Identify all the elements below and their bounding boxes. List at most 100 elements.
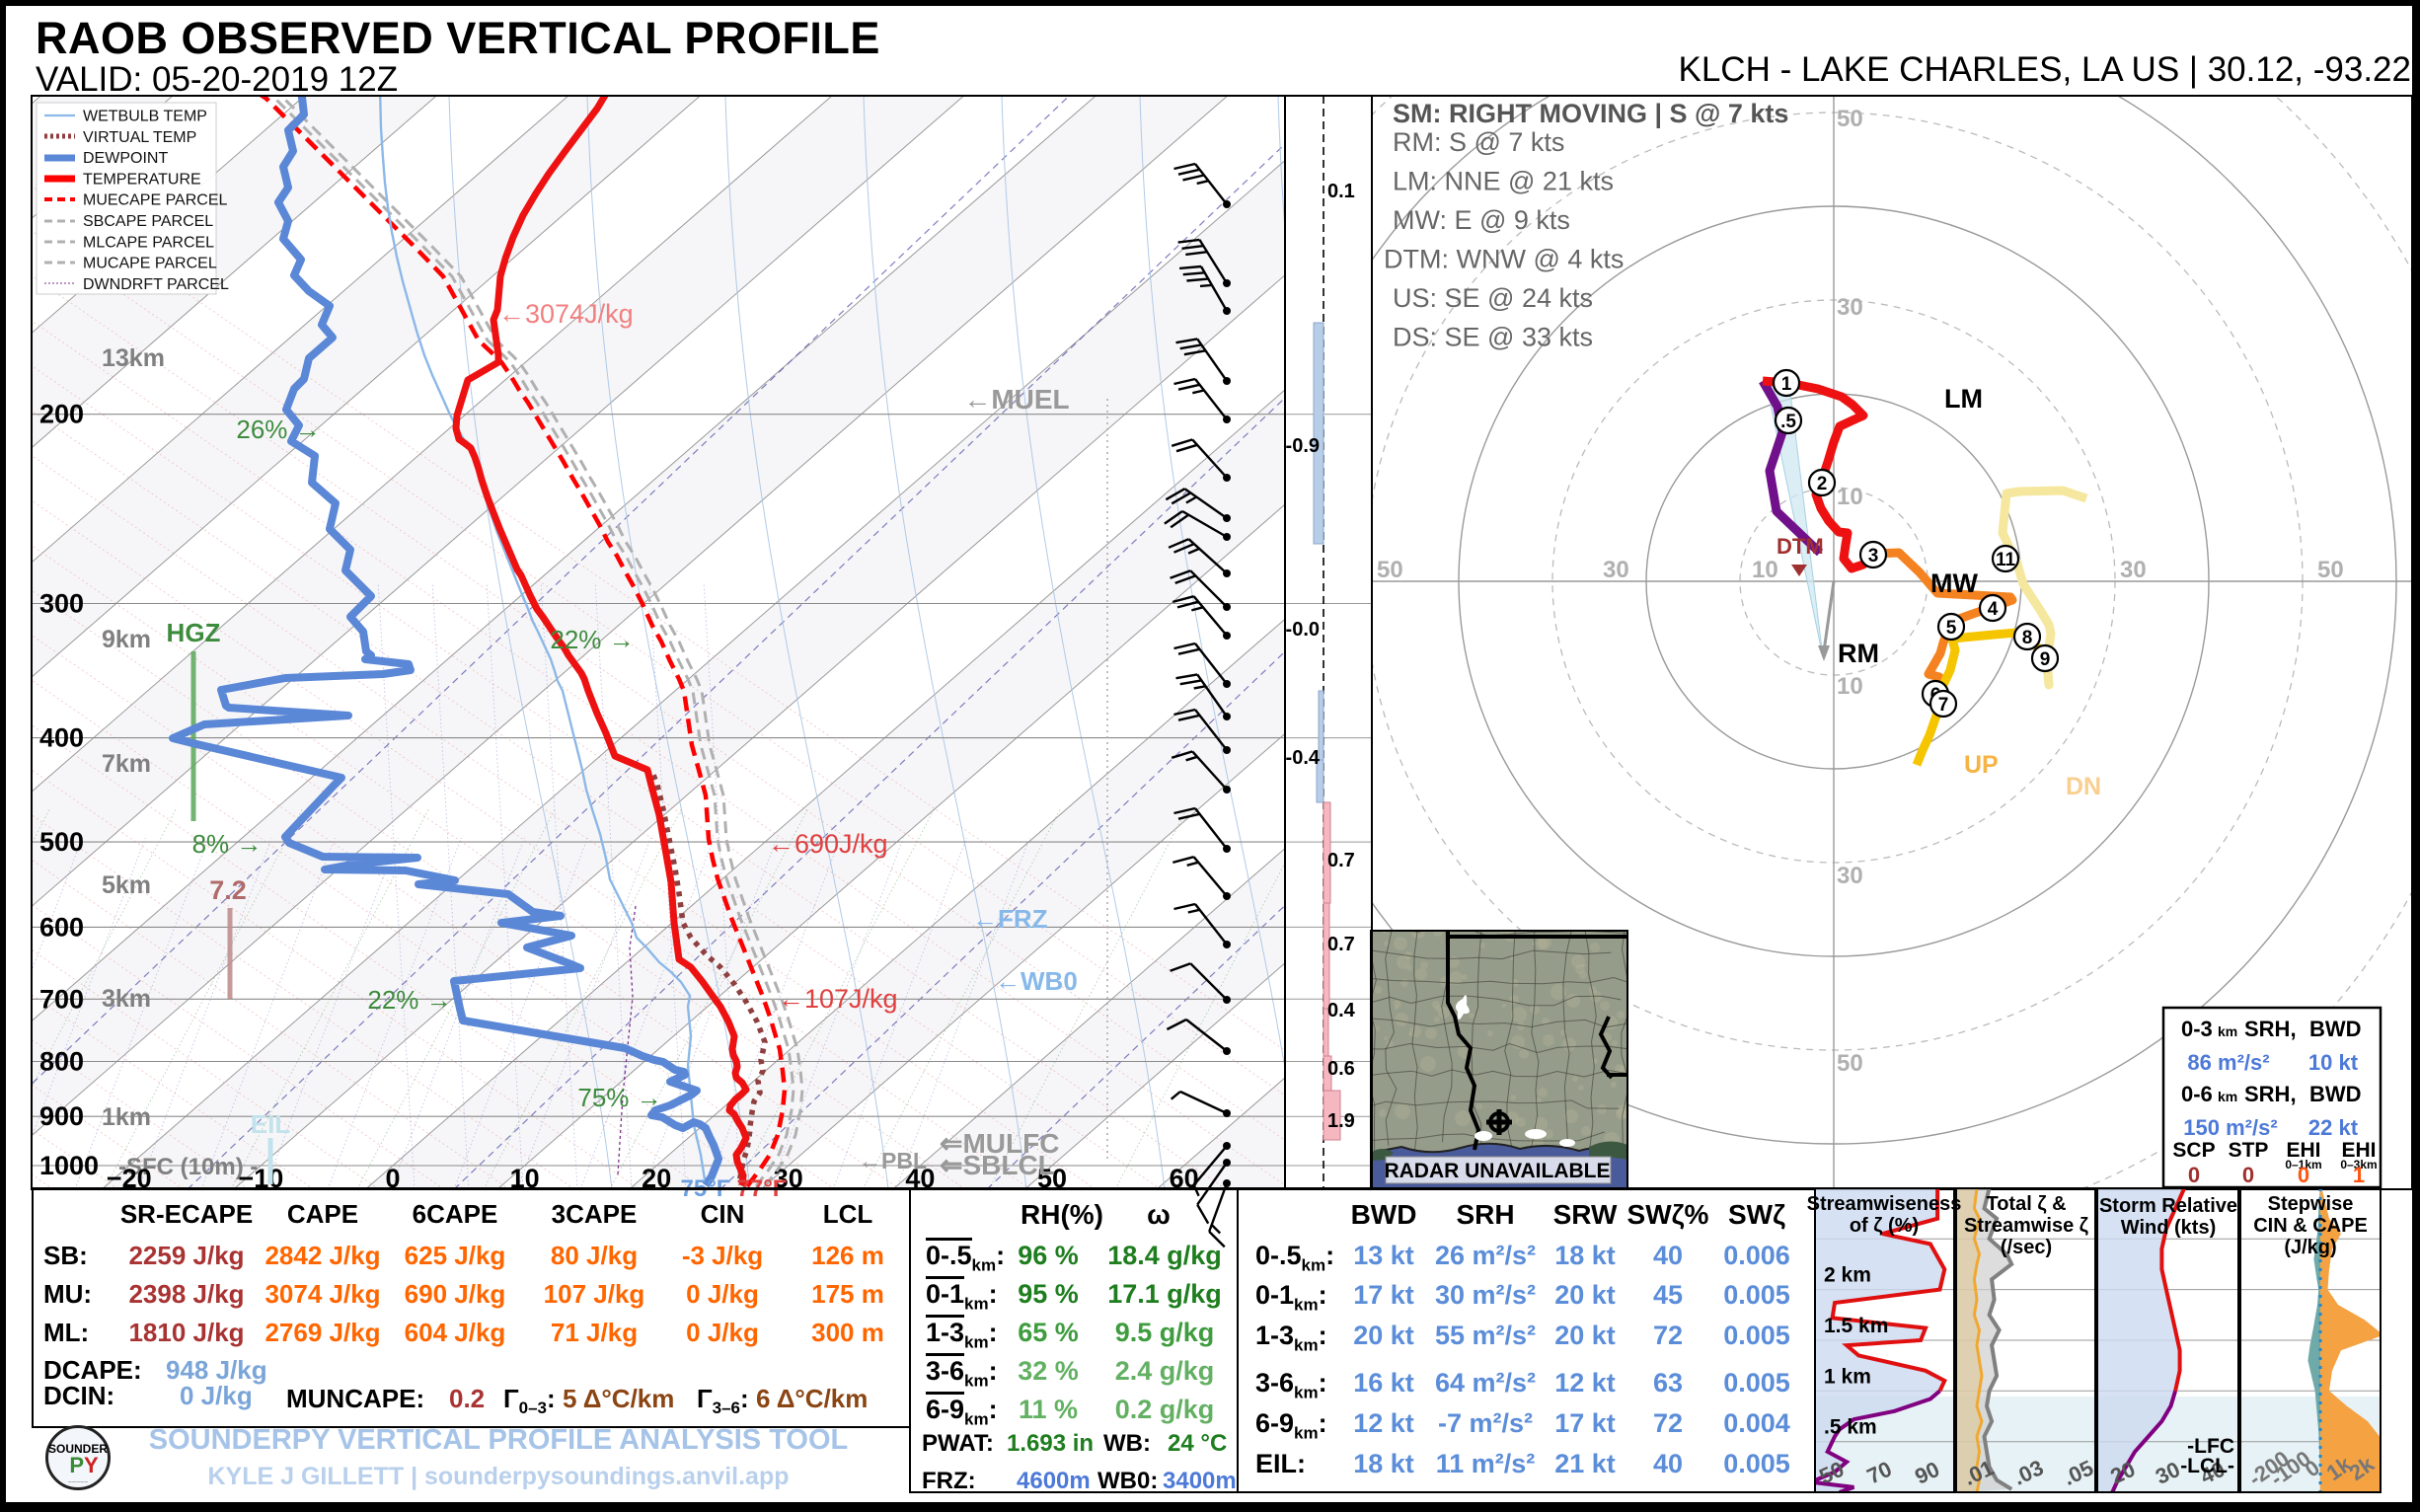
svg-text:13km: 13km [102,344,165,372]
svg-text:WETBULB TEMP: WETBULB TEMP [83,109,207,125]
svg-text:←3074J/kg: ←3074J/kg [498,299,634,329]
svg-text:0: 0 [2188,1163,2200,1187]
svg-text:←107J/kg: ←107J/kg [778,984,898,1014]
svg-text:TEMPERATURE: TEMPERATURE [83,171,201,188]
svg-text:.5 km: .5 km [1824,1416,1877,1439]
svg-text:10 kt: 10 kt [2308,1050,2359,1075]
svg-text:30: 30 [2120,557,2147,583]
svg-text:.5: .5 [1780,412,1796,432]
svg-text:SRH,: SRH, [2244,1082,2297,1106]
svg-text:7.2: 7.2 [209,875,247,905]
svg-text:DS: SE @ 33 kts: DS: SE @ 33 kts [1393,323,1593,352]
svg-text:700: 700 [39,984,84,1014]
svg-text:0.1: 0.1 [1327,181,1355,202]
svg-text:0-3: 0-3 [2181,1017,2213,1041]
svg-text:km: km [2218,1023,2237,1039]
svg-text:75% →: 75% → [577,1083,661,1112]
svg-text:0.7: 0.7 [1327,850,1355,871]
svg-text:22% →: 22% → [367,985,451,1015]
svg-text:SM: RIGHT MOVING | S @ 7 kts: SM: RIGHT MOVING | S @ 7 kts [1393,99,1788,128]
svg-text:8% →: 8% → [192,829,263,859]
svg-text:8: 8 [2022,628,2033,648]
svg-text:400: 400 [39,723,84,753]
svg-text:DN: DN [2066,773,2101,800]
svg-text:0: 0 [2242,1163,2254,1187]
svg-text:MW: MW [1930,568,1978,598]
svg-text:US: SE @ 24 kts: US: SE @ 24 kts [1393,283,1593,313]
svg-text:BWD: BWD [2309,1017,2362,1041]
svg-text:22% →: 22% → [550,625,634,654]
svg-text:2: 2 [1817,474,1828,494]
svg-text:EIL: EIL [251,1109,291,1139]
svg-text:50: 50 [1837,106,1863,132]
svg-text:SRH,: SRH, [2244,1017,2297,1041]
svg-text:3: 3 [1868,546,1879,567]
svg-text:0.7: 0.7 [1327,934,1355,955]
svg-text:RM: S @ 7 kts: RM: S @ 7 kts [1393,127,1564,157]
svg-text:1.9: 1.9 [1327,1110,1355,1132]
svg-text:MW: E @ 9 kts: MW: E @ 9 kts [1393,205,1570,235]
svg-text:11: 11 [1996,550,2016,570]
svg-text:50: 50 [2317,557,2344,583]
svg-text:DTM: DTM [1777,534,1824,559]
svg-text:km: km [2218,1089,2237,1104]
svg-text:5: 5 [1946,618,1957,639]
svg-text:LM: LM [1944,384,1983,414]
svg-text:DEWPOINT: DEWPOINT [83,150,168,167]
svg-text:HGZ: HGZ [167,618,221,647]
svg-text:-0.4: -0.4 [1286,747,1321,769]
svg-text:4: 4 [1988,599,1999,620]
svg-text:⇐MULFC: ⇐MULFC [940,1128,1059,1159]
svg-text:10: 10 [1752,557,1778,583]
svg-text:SBCAPE PARCEL: SBCAPE PARCEL [83,213,213,230]
svg-text:RM: RM [1838,639,1879,668]
svg-text:STP: STP [2229,1139,2269,1162]
svg-text:9km: 9km [102,626,151,653]
svg-text:-LCL-: -LCL- [2180,1455,2234,1477]
svg-text:⇐SBLCL: ⇐SBLCL [940,1150,1055,1180]
svg-text:22 kt: 22 kt [2308,1115,2359,1140]
svg-text:DWNDRFT PARCEL: DWNDRFT PARCEL [83,276,229,293]
svg-text:300: 300 [39,589,84,619]
svg-text:0: 0 [385,1164,400,1193]
svg-text:0: 0 [2298,1163,2309,1187]
svg-text:800: 800 [39,1047,84,1077]
svg-text:200: 200 [39,400,84,429]
svg-text:0-6: 0-6 [2181,1082,2213,1106]
svg-text:2 km: 2 km [1824,1264,1871,1287]
svg-text:BWD: BWD [2309,1082,2362,1106]
svg-text:1: 1 [2353,1163,2365,1187]
svg-text:7: 7 [1938,695,1949,716]
svg-text:LM: NNE @ 21 kts: LM: NNE @ 21 kts [1393,167,1614,196]
svg-text:500: 500 [39,827,84,857]
svg-text:EHI: EHI [2341,1139,2376,1162]
svg-text:←PBL: ←PBL [859,1148,927,1173]
svg-text:30: 30 [1837,863,1863,889]
svg-text:←FRZ: ←FRZ [972,904,1048,934]
svg-text:-LFC: -LFC [2187,1435,2234,1458]
svg-text:30: 30 [1603,557,1629,583]
svg-text:900: 900 [39,1101,84,1131]
svg-text:DTM: WNW @ 4 kts: DTM: WNW @ 4 kts [1384,245,1624,274]
svg-text:1km: 1km [102,1103,151,1131]
svg-text:MLCAPE PARCEL: MLCAPE PARCEL [83,234,214,251]
svg-text:10: 10 [1837,484,1863,510]
svg-text:1.5 km: 1.5 km [1824,1315,1888,1337]
svg-text:86 m²/s²: 86 m²/s² [2187,1050,2269,1075]
svg-text:30: 30 [1837,294,1863,321]
svg-text:50: 50 [1837,1050,1863,1077]
svg-text:UP: UP [1964,751,1999,779]
svg-text:MUECAPE PARCEL: MUECAPE PARCEL [83,192,228,209]
svg-text:3km: 3km [102,985,151,1013]
svg-text:0.6: 0.6 [1327,1058,1355,1080]
svg-text:0.4: 0.4 [1327,1000,1356,1021]
svg-text:0–3km: 0–3km [2340,1158,2377,1172]
svg-text:VIRTUAL TEMP: VIRTUAL TEMP [83,129,196,146]
svg-text:←MUEL: ←MUEL [963,384,1069,415]
svg-text:1: 1 [1781,374,1792,395]
svg-text:600: 600 [39,912,84,942]
svg-text:1 km: 1 km [1824,1365,1871,1388]
svg-text:-SFC (10m) -: -SFC (10m) - [118,1154,258,1180]
svg-text:MUCAPE PARCEL: MUCAPE PARCEL [83,256,217,272]
svg-text:5km: 5km [102,871,151,899]
